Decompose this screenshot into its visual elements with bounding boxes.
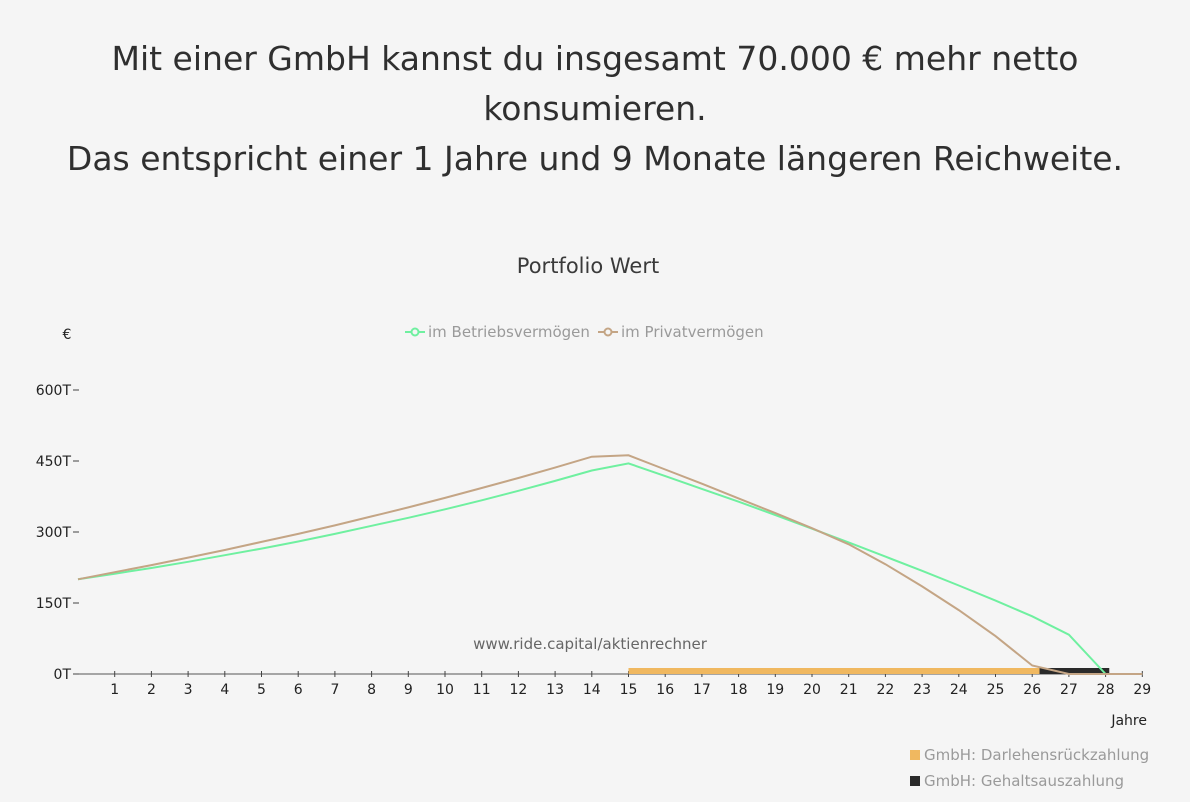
chart-title: Portfolio Wert <box>516 254 660 278</box>
legend-item-gehalt[interactable]: GmbH: Gehaltsauszahlung <box>910 768 1149 794</box>
x-tick-label: 7 <box>330 682 339 698</box>
x-tick-label: 11 <box>473 682 491 698</box>
legend-label-darlehen: GmbH: Darlehensrückzahlung <box>924 746 1150 764</box>
chart-bars <box>628 668 1110 674</box>
x-tick-label: 23 <box>913 682 931 698</box>
watermark-text: www.ride.capital/aktienrechner <box>473 635 708 653</box>
legend-swatch-darlehen <box>910 750 920 760</box>
x-tick-label: 22 <box>876 682 894 698</box>
legend-marker-dot-0 <box>410 327 420 337</box>
x-tick-label: 21 <box>840 682 858 698</box>
x-tick-label: 18 <box>730 682 748 698</box>
y-tick-label: 150T <box>36 596 72 612</box>
x-tick-label: 12 <box>509 682 527 698</box>
chart-legend-bottom: GmbH: Darlehensrückzahlung GmbH: Gehalts… <box>910 742 1149 794</box>
x-tick-label: 2 <box>147 682 156 698</box>
headline: Mit einer GmbH kannst du insgesamt 70.00… <box>0 34 1190 184</box>
x-tick-label: 14 <box>583 682 601 698</box>
bar-segment-0 <box>628 668 1040 674</box>
x-tick-label: 9 <box>404 682 413 698</box>
bar-segment-1 <box>1039 668 1110 674</box>
x-tick-label: 20 <box>803 682 821 698</box>
y-tick-label: 300T <box>36 525 72 541</box>
legend-marker-dot-1 <box>603 327 613 337</box>
x-tick-label: 1 <box>110 682 119 698</box>
y-tick-label: 0T <box>54 667 72 683</box>
x-tick-label: 13 <box>546 682 564 698</box>
legend-swatch-gehalt <box>910 776 920 786</box>
x-tick-label: 5 <box>257 682 266 698</box>
series-line-0 <box>77 462 1107 675</box>
x-tick-label: 17 <box>693 682 711 698</box>
y-tick-label: 450T <box>36 454 72 470</box>
legend-item-darlehen[interactable]: GmbH: Darlehensrückzahlung <box>910 742 1149 768</box>
headline-line-3: Das entspricht einer 1 Jahre und 9 Monat… <box>66 139 1124 178</box>
x-tick-label: 27 <box>1060 682 1078 698</box>
x-tick-label: 8 <box>367 682 376 698</box>
x-tick-label: 3 <box>184 682 193 698</box>
chart-legend-top[interactable]: im Betriebsvermögen im Privatvermögen <box>405 323 764 341</box>
series-line-1 <box>77 454 1143 675</box>
x-tick-label: 19 <box>766 682 784 698</box>
chart-lines <box>77 454 1143 675</box>
legend-label-gehalt: GmbH: Gehaltsauszahlung <box>924 772 1125 790</box>
x-axis-label: Jahre <box>1110 713 1147 729</box>
x-tick-label: 24 <box>950 682 968 698</box>
y-tick-label: 600T <box>36 383 72 399</box>
y-axis-label: € <box>63 327 72 343</box>
x-tick-label: 4 <box>220 682 229 698</box>
x-tick-label: 25 <box>987 682 1005 698</box>
x-tick-label: 16 <box>656 682 674 698</box>
x-tick-label: 29 <box>1133 682 1151 698</box>
x-tick-label: 10 <box>436 682 454 698</box>
x-tick-label: 15 <box>620 682 638 698</box>
legend-label-0: im Betriebsvermögen <box>428 323 590 341</box>
legend-label-1: im Privatvermögen <box>621 323 764 341</box>
headline-line-2: konsumieren. <box>483 89 707 128</box>
x-tick-label: 6 <box>294 682 303 698</box>
x-tick-label: 26 <box>1023 682 1041 698</box>
headline-line-1: Mit einer GmbH kannst du insgesamt 70.00… <box>111 39 1079 78</box>
x-tick-label: 28 <box>1097 682 1115 698</box>
